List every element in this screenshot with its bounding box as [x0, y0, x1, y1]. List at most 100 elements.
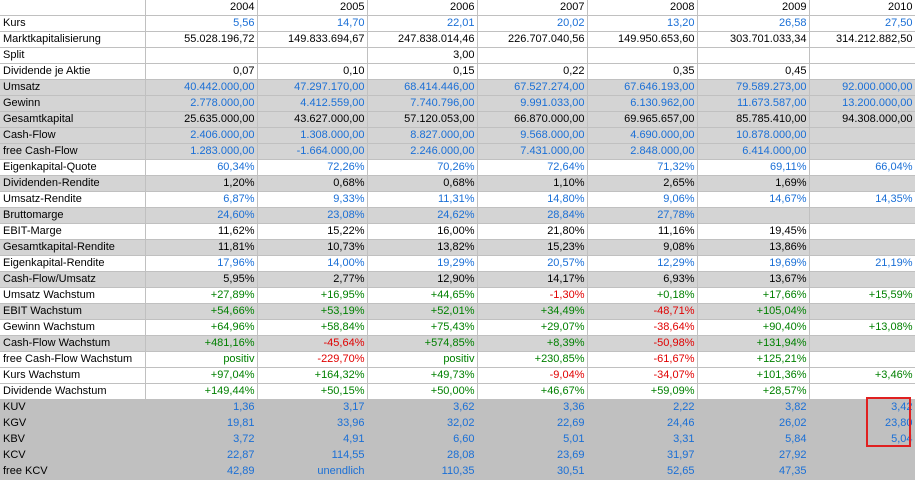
value-cell[interactable]: 16,00% — [367, 223, 478, 240]
value-cell[interactable]: 6.414.000,00 — [697, 143, 810, 160]
year-header-2008[interactable]: 2008 — [587, 0, 698, 16]
value-cell[interactable]: 13,86% — [697, 239, 810, 256]
value-cell[interactable]: +16,95% — [257, 287, 368, 304]
value-cell[interactable]: 4.690.000,00 — [587, 127, 698, 144]
value-cell[interactable] — [145, 47, 258, 64]
value-cell[interactable]: 247.838.014,46 — [367, 31, 478, 48]
value-cell[interactable]: 9,33% — [257, 191, 368, 208]
value-cell[interactable]: -229,70% — [257, 351, 368, 368]
value-cell[interactable]: 60,34% — [145, 159, 258, 176]
value-cell[interactable]: 7.431.000,00 — [477, 143, 588, 160]
value-cell[interactable]: 9.568.000,00 — [477, 127, 588, 144]
value-cell[interactable] — [809, 127, 915, 144]
value-cell[interactable]: positiv — [367, 351, 478, 368]
value-cell[interactable]: 2.406.000,00 — [145, 127, 258, 144]
value-cell[interactable]: +29,07% — [477, 319, 588, 336]
value-cell[interactable] — [697, 207, 810, 224]
value-cell[interactable]: -1.664.000,00 — [257, 143, 368, 160]
value-cell[interactable]: +13,08% — [809, 319, 915, 336]
value-cell[interactable]: 15,22% — [257, 223, 368, 240]
value-cell[interactable]: 1,36 — [145, 399, 258, 416]
year-header-2007[interactable]: 2007 — [477, 0, 588, 16]
value-cell[interactable]: +46,67% — [477, 383, 588, 400]
value-cell[interactable]: 3,72 — [145, 431, 258, 448]
value-cell[interactable]: 40.442.000,00 — [145, 79, 258, 96]
value-cell[interactable]: +97,04% — [145, 367, 258, 384]
value-cell[interactable]: 10,73% — [257, 239, 368, 256]
value-cell[interactable]: 72,26% — [257, 159, 368, 176]
value-cell[interactable]: 71,32% — [587, 159, 698, 176]
value-cell[interactable]: 85.785.410,00 — [697, 111, 810, 128]
value-cell[interactable]: 33,96 — [257, 415, 368, 432]
value-cell[interactable]: 19,81 — [145, 415, 258, 432]
value-cell[interactable]: 2,65% — [587, 175, 698, 192]
value-cell[interactable]: 43.627.000,00 — [257, 111, 368, 128]
value-cell[interactable]: 30,51 — [477, 463, 588, 480]
value-cell[interactable]: 9.991.033,00 — [477, 95, 588, 112]
year-header-2006[interactable]: 2006 — [367, 0, 478, 16]
value-cell[interactable]: 23,08% — [257, 207, 368, 224]
value-cell[interactable]: 67.646.193,00 — [587, 79, 698, 96]
value-cell[interactable]: 5,01 — [477, 431, 588, 448]
value-cell[interactable]: 94.308.000,00 — [809, 111, 915, 128]
value-cell[interactable]: 21,19% — [809, 255, 915, 272]
value-cell[interactable]: 2.246.000,00 — [367, 143, 478, 160]
value-cell[interactable]: 149.833.694,67 — [257, 31, 368, 48]
value-cell[interactable]: 0,07 — [145, 63, 258, 80]
value-cell[interactable]: 42,89 — [145, 463, 258, 480]
value-cell[interactable]: 9,06% — [587, 191, 698, 208]
value-cell[interactable]: 26,58 — [697, 15, 810, 32]
value-cell[interactable]: 69,11% — [697, 159, 810, 176]
value-cell[interactable]: 13.200.000,00 — [809, 95, 915, 112]
value-cell[interactable]: +125,21% — [697, 351, 810, 368]
value-cell[interactable]: 3,31 — [587, 431, 698, 448]
value-cell[interactable]: 1.283.000,00 — [145, 143, 258, 160]
row-label[interactable]: free KCV — [0, 463, 146, 480]
value-cell[interactable]: 22,69 — [477, 415, 588, 432]
value-cell[interactable]: 11,81% — [145, 239, 258, 256]
value-cell[interactable]: 11,16% — [587, 223, 698, 240]
value-cell[interactable] — [697, 47, 810, 64]
row-label[interactable]: Umsatz — [0, 79, 146, 96]
row-label[interactable]: KBV — [0, 431, 146, 448]
value-cell[interactable]: 2.778.000,00 — [145, 95, 258, 112]
value-cell[interactable]: +149,44% — [145, 383, 258, 400]
row-label[interactable]: EBIT-Marge — [0, 223, 146, 240]
value-cell[interactable] — [809, 63, 915, 80]
value-cell[interactable]: 14,00% — [257, 255, 368, 272]
value-cell[interactable]: 314.212.882,50 — [809, 31, 915, 48]
value-cell[interactable]: 67.527.274,00 — [477, 79, 588, 96]
value-cell[interactable]: 14,67% — [697, 191, 810, 208]
value-cell[interactable]: 11.673.587,00 — [697, 95, 810, 112]
row-label[interactable]: Dividende je Aktie — [0, 63, 146, 80]
value-cell[interactable] — [809, 143, 915, 160]
value-cell[interactable]: -38,64% — [587, 319, 698, 336]
value-cell[interactable]: 14,80% — [477, 191, 588, 208]
value-cell[interactable]: +44,65% — [367, 287, 478, 304]
corner-cell[interactable] — [0, 0, 146, 16]
row-label[interactable]: Cash-Flow Wachstum — [0, 335, 146, 352]
row-label[interactable]: Kurs Wachstum — [0, 367, 146, 384]
value-cell[interactable]: 25.635.000,00 — [145, 111, 258, 128]
value-cell[interactable]: 27,50 — [809, 15, 915, 32]
row-label[interactable]: Gesamtkapital-Rendite — [0, 239, 146, 256]
value-cell[interactable]: 22,87 — [145, 447, 258, 464]
year-header-2009[interactable]: 2009 — [697, 0, 810, 16]
value-cell[interactable]: 5,04 — [809, 431, 915, 448]
value-cell[interactable]: +54,66% — [145, 303, 258, 320]
value-cell[interactable]: 3,62 — [367, 399, 478, 416]
value-cell[interactable]: 47,35 — [697, 463, 810, 480]
row-label[interactable]: Marktkapitalisierung — [0, 31, 146, 48]
value-cell[interactable]: 0,68% — [257, 175, 368, 192]
value-cell[interactable]: 7.740.796,00 — [367, 95, 478, 112]
value-cell[interactable]: 14,35% — [809, 191, 915, 208]
value-cell[interactable]: 23,80 — [809, 415, 915, 432]
value-cell[interactable]: 72,64% — [477, 159, 588, 176]
value-cell[interactable]: +58,84% — [257, 319, 368, 336]
row-label[interactable]: Dividenden-Rendite — [0, 175, 146, 192]
row-label[interactable]: free Cash-Flow — [0, 143, 146, 160]
value-cell[interactable]: 13,20 — [587, 15, 698, 32]
value-cell[interactable]: +3,46% — [809, 367, 915, 384]
value-cell[interactable]: 1,20% — [145, 175, 258, 192]
value-cell[interactable]: 1.308.000,00 — [257, 127, 368, 144]
